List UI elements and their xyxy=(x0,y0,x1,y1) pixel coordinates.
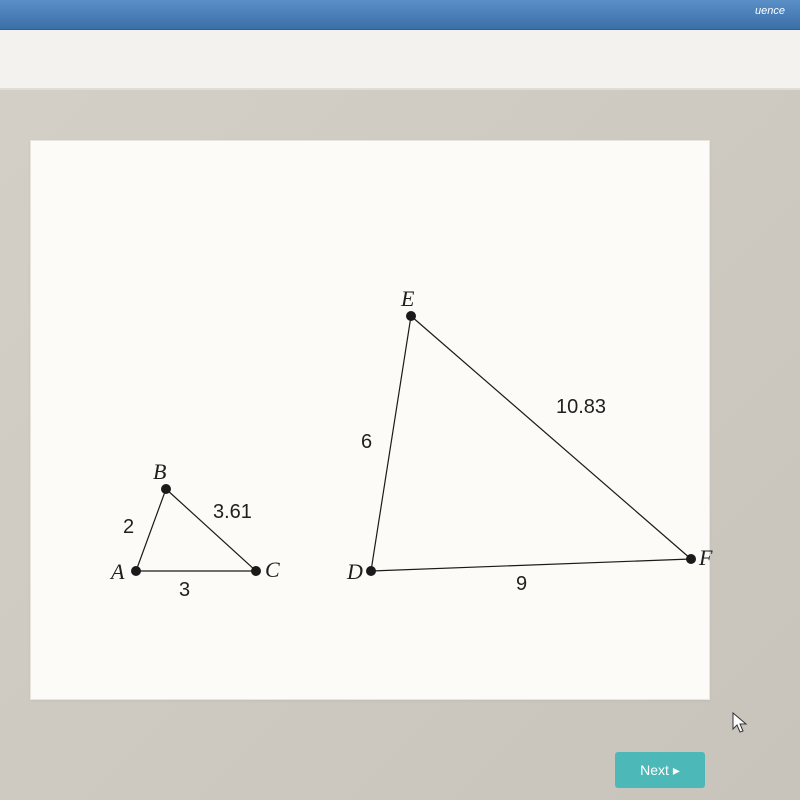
vertex-C-dot xyxy=(251,566,261,576)
side-DF xyxy=(371,559,691,571)
vertex-A-label: A xyxy=(111,559,124,585)
side-DE-label: 6 xyxy=(361,431,372,454)
vertex-A-dot xyxy=(131,566,141,576)
vertex-E-label: E xyxy=(401,286,414,312)
browser-title-bar: uence xyxy=(0,0,800,30)
tab-hint: uence xyxy=(755,5,785,17)
side-EF xyxy=(411,316,691,559)
side-AC-label: 3 xyxy=(179,579,190,602)
browser-toolbar xyxy=(0,30,800,90)
side-BC-label: 3.61 xyxy=(213,501,252,524)
diagram-area: A B C 2 3.61 3 D E F 6 10.83 9 xyxy=(31,141,709,699)
next-button-label: Next ▸ xyxy=(640,762,680,779)
vertex-B-label: B xyxy=(153,459,166,485)
vertex-E-dot xyxy=(406,311,416,321)
side-AB-label: 2 xyxy=(123,516,134,539)
vertex-F-label: F xyxy=(699,545,712,571)
content-frame: A B C 2 3.61 3 D E F 6 10.83 9 xyxy=(30,140,710,700)
next-button[interactable]: Next ▸ xyxy=(615,752,705,788)
side-DE xyxy=(371,316,411,571)
triangles-svg xyxy=(31,141,711,701)
vertex-D-dot xyxy=(366,566,376,576)
side-EF-label: 10.83 xyxy=(556,396,606,419)
side-DF-label: 9 xyxy=(516,573,527,596)
side-AB xyxy=(136,489,166,571)
vertex-C-label: C xyxy=(265,557,280,583)
vertex-B-dot xyxy=(161,484,171,494)
vertex-F-dot xyxy=(686,554,696,564)
cursor-icon xyxy=(732,712,750,740)
vertex-D-label: D xyxy=(347,559,363,585)
